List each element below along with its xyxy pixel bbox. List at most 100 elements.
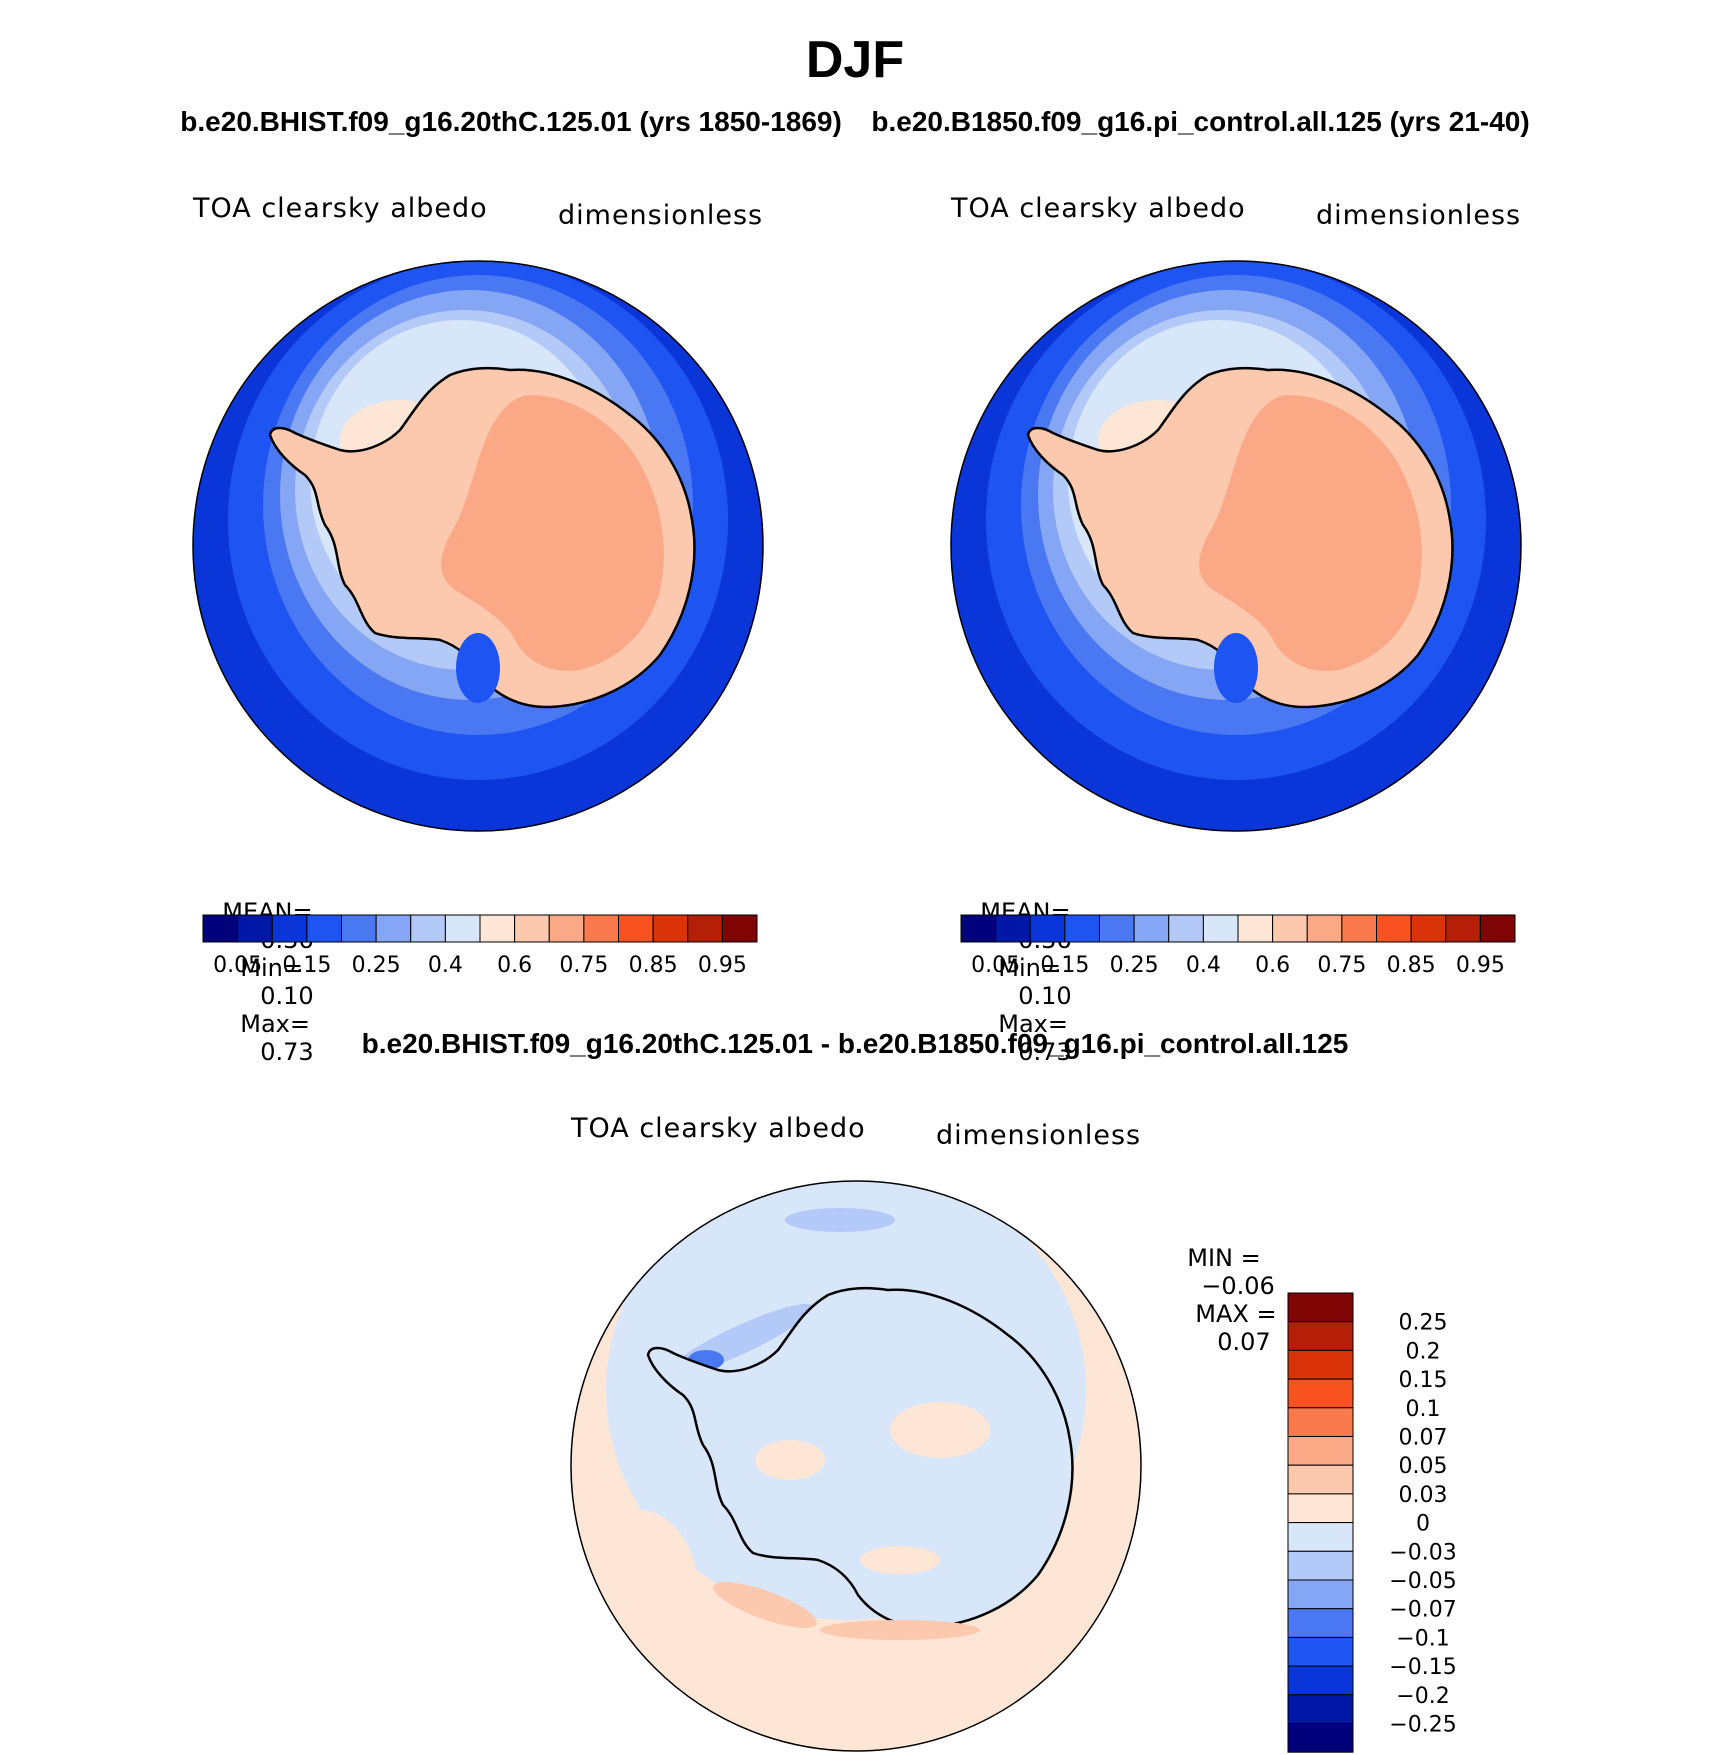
colorbar-cell [1287, 1579, 1354, 1610]
case2-title: b.e20.B1850.f09_g16.pi_control.all.125 (… [871, 106, 1530, 137]
panel2-variable: TOA clearsky albedo [951, 193, 1246, 224]
colorbar-cell [618, 914, 654, 943]
colorbar-cell [514, 914, 550, 943]
colorbar-tick-label: 0.05 [1399, 1454, 1448, 1479]
panel1-units: dimensionless [558, 200, 764, 231]
colorbar-tick-label: 0.15 [1399, 1368, 1448, 1393]
colorbar-cell [1237, 914, 1274, 943]
colorbar-cell [1287, 1694, 1354, 1725]
colorbar-tick-label: 0.25 [352, 953, 401, 978]
colorbar-cell [687, 914, 723, 943]
colorbar-cell [1445, 914, 1481, 943]
colorbar-tick-label: −0.2 [1396, 1684, 1449, 1709]
colorbar-cell [444, 914, 481, 943]
panel1-map [193, 261, 763, 831]
panel3-colorbar: 0.25 0.2 0.15 0.1 0.07 0.05 0.03 0 −0.03 −0.05 −0.… [1287, 1292, 1457, 1753]
panel2-min-label: Min= [998, 954, 1061, 982]
colorbar-cell [1341, 914, 1377, 943]
case1-title: b.e20.BHIST.f09_g16.20thC.125.01 (yrs 18… [180, 106, 842, 137]
colorbar-cell [1202, 914, 1239, 943]
colorbar-cell [237, 914, 273, 943]
colorbar-cell [1287, 1608, 1354, 1638]
panel2-map-border [950, 260, 1522, 832]
colorbar-cell [1099, 914, 1135, 943]
colorbar-cell [960, 914, 997, 943]
colorbar-cell [1029, 914, 1066, 943]
panel3-stats: MIN = −0.06 MAX = 0.07 [1172, 1216, 1276, 1356]
panel3-max: 0.07 [1217, 1328, 1271, 1356]
colorbar-cell [375, 914, 412, 943]
colorbar-cell [1287, 1349, 1354, 1380]
figure-title: DJF [805, 31, 905, 89]
colorbar-tick-label: 0.07 [1399, 1426, 1448, 1451]
colorbar-tick-label: 0.03 [1399, 1483, 1448, 1508]
colorbar-cell [1064, 914, 1100, 943]
panel3-map [571, 1181, 1141, 1751]
colorbar-cell [1133, 914, 1170, 943]
colorbar-tick-label: 0.15 [1040, 953, 1089, 978]
colorbar-tick-label: 0.4 [428, 953, 463, 978]
colorbar-tick-label: 0.95 [1456, 953, 1505, 978]
panel3-map-border [570, 1180, 1142, 1752]
colorbar-tick-label: 0.15 [282, 953, 331, 978]
colorbar-tick-label: 0.85 [1387, 953, 1436, 978]
colorbar-tick-label: 0.85 [629, 953, 678, 978]
colorbar-cell [1479, 914, 1516, 943]
colorbar-cell [1287, 1493, 1354, 1524]
colorbar-tick-label: 0.6 [1255, 953, 1290, 978]
colorbar-cell [410, 914, 446, 943]
colorbar-cell [1287, 1464, 1354, 1495]
colorbar-tick-label: 0.75 [559, 953, 608, 978]
colorbar-tick-label: 0.2 [1406, 1339, 1441, 1364]
panel1-colorbar: 0.05 0.15 0.25 0.4 0.6 0.75 0.85 0.95 [202, 914, 758, 978]
colorbar-cell [306, 914, 342, 943]
colorbar-cell [1287, 1522, 1354, 1552]
colorbar-tick-label: −0.15 [1389, 1655, 1456, 1680]
colorbar-tick-label: −0.1 [1396, 1626, 1449, 1651]
panel1-max-label: Max= [240, 1010, 310, 1038]
colorbar-tick-label: 0.25 [1110, 953, 1159, 978]
colorbar-cell [652, 914, 689, 943]
panel3-units: dimensionless [936, 1120, 1142, 1151]
colorbar-tick-label: −0.07 [1389, 1598, 1456, 1623]
colorbar-cell [1376, 914, 1412, 943]
panel2-min: 0.10 [1018, 982, 1072, 1010]
colorbar-cell [202, 914, 239, 943]
colorbar-cell [1287, 1550, 1354, 1581]
panel1-min-label: Min= [240, 954, 303, 982]
colorbar-cell [548, 914, 585, 943]
colorbar-cell [1287, 1378, 1354, 1409]
colorbar-cell [341, 914, 377, 943]
colorbar-cell [479, 914, 516, 943]
panel2-colorbar: 0.05 0.15 0.25 0.4 0.6 0.75 0.85 0.95 [960, 914, 1516, 978]
colorbar-cell [583, 914, 619, 943]
colorbar-cell [1306, 914, 1343, 943]
panel2-max: 0.73 [1018, 1038, 1072, 1066]
colorbar-tick-label: 0.05 [971, 953, 1020, 978]
colorbar-tick-label: 0.75 [1317, 953, 1366, 978]
panel1-min: 0.10 [260, 982, 314, 1010]
colorbar-cell [1410, 914, 1447, 943]
panel1-variable: TOA clearsky albedo [193, 193, 488, 224]
run-titles: b.e20.BHIST.f09_g16.20thC.125.01 (yrs 18… [0, 106, 1710, 138]
colorbar-tick-label: 0.95 [698, 953, 747, 978]
colorbar-tick-label: 0.4 [1186, 953, 1221, 978]
colorbar-tick-label: 0.25 [1399, 1311, 1448, 1336]
colorbar-cell [995, 914, 1031, 943]
panel2-max-label: Max= [998, 1010, 1068, 1038]
colorbar-cell [1287, 1292, 1354, 1323]
colorbar-cell [1168, 914, 1204, 943]
colorbar-tick-label: −0.03 [1389, 1540, 1456, 1565]
colorbar-tick-label: −0.25 [1389, 1713, 1456, 1738]
panel3-min: −0.06 [1201, 1272, 1275, 1300]
panel2-units: dimensionless [1316, 200, 1522, 231]
colorbar-tick-label: −0.05 [1389, 1569, 1456, 1594]
colorbar-cell [1272, 914, 1308, 943]
colorbar-cell [1287, 1636, 1354, 1667]
panel3-min-label: MIN = [1187, 1244, 1261, 1272]
colorbar-cell [1287, 1723, 1354, 1753]
panel1-map-border [192, 260, 764, 832]
colorbar-cell [1287, 1321, 1354, 1351]
panel2-map [951, 261, 1521, 831]
